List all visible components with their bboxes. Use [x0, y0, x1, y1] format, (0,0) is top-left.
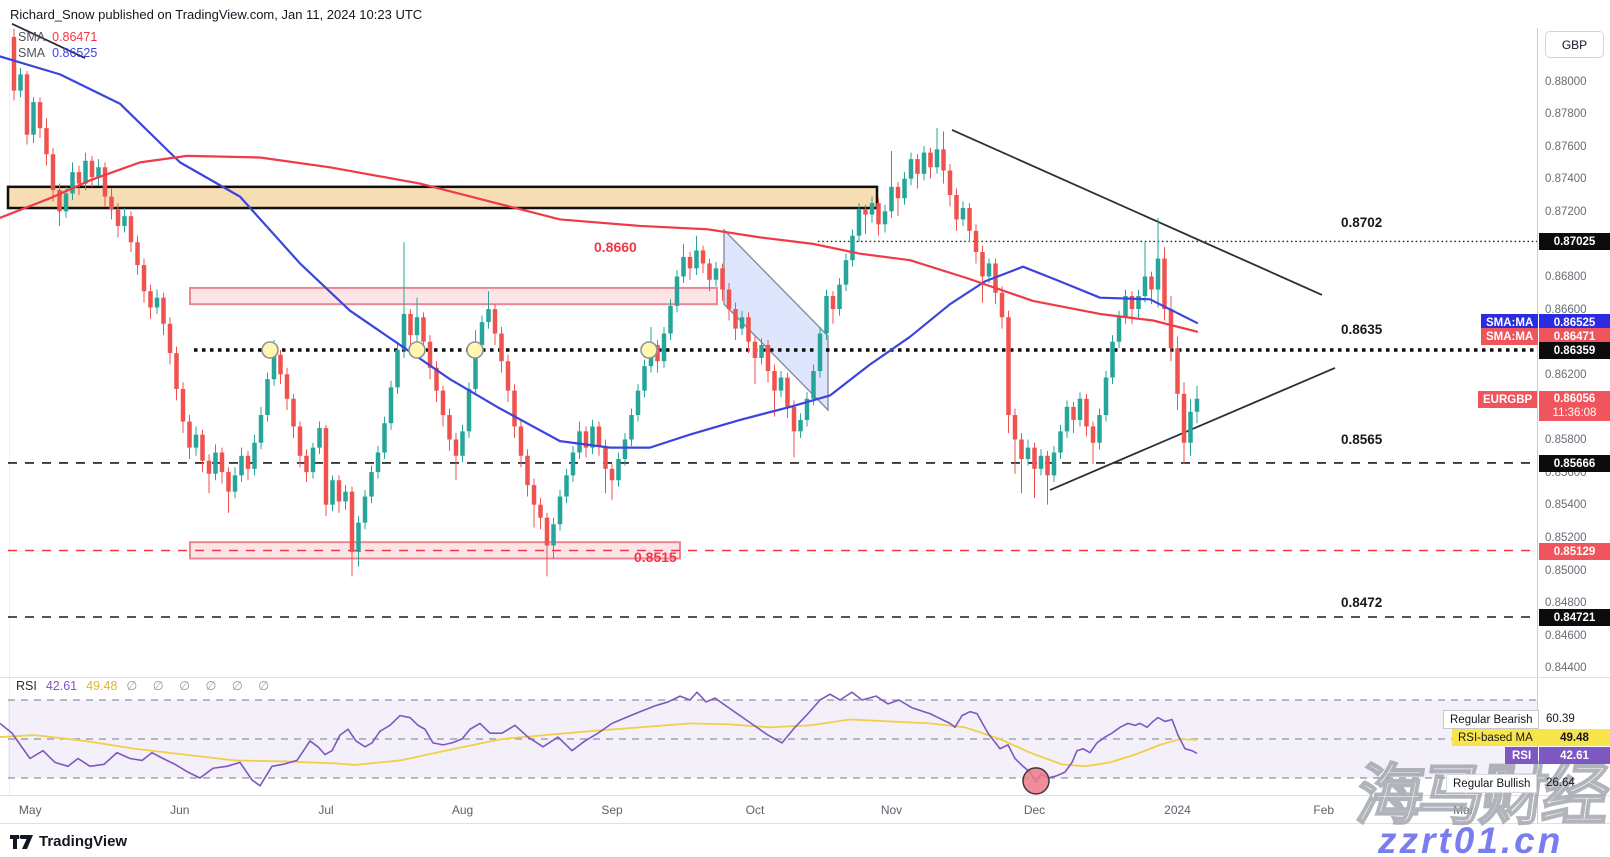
- price-axis-border[interactable]: [1537, 28, 1538, 823]
- pivot-circle-marker: [408, 341, 426, 359]
- level-badge-87025: 0.87025: [1539, 233, 1610, 250]
- rsi-line: [0, 691, 1198, 787]
- rsi-title: RSI: [16, 678, 37, 693]
- rsi-pane-separator[interactable]: [0, 677, 1610, 678]
- month-label-Jul[interactable]: Jul: [318, 803, 334, 817]
- price-tick: 0.85800: [1545, 434, 1587, 447]
- month-label-Sep[interactable]: Sep: [601, 803, 623, 817]
- rsi-empty-inputs: ∅ ∅ ∅ ∅ ∅ ∅: [126, 679, 276, 693]
- regular-bearish-label: Regular Bearish: [1443, 710, 1540, 729]
- price-tick: 0.88000: [1545, 75, 1587, 88]
- sma-fast-line: [0, 154, 1199, 333]
- regular-bearish-value: 60.39: [1546, 712, 1575, 725]
- level-label-8702: 0.8702: [1341, 215, 1383, 230]
- month-label-Mar[interactable]: Mar: [1453, 803, 1474, 817]
- rsi-ma-line: [0, 718, 1198, 768]
- level-badge-84721: 0.84721: [1539, 609, 1610, 626]
- pivot-circle-marker: [261, 341, 279, 359]
- sma-fast-value: 0.86471: [52, 30, 98, 44]
- sma-slow-line: [0, 55, 1199, 449]
- last-price: 0.86056: [1553, 393, 1596, 405]
- price-tick: 0.86600: [1545, 303, 1587, 316]
- time-axis-separator: [0, 795, 1610, 796]
- price-tick: 0.87400: [1545, 173, 1587, 186]
- rsi-ma-value: 49.48: [86, 678, 118, 693]
- price-tick: 0.85200: [1545, 531, 1587, 544]
- supply-demand-zone-1: [189, 286, 718, 306]
- sma-fast-label: SMA: [18, 30, 46, 44]
- sma-fast-axis-value: 0.86471: [1539, 328, 1610, 345]
- level-badge-85666: 0.85666: [1539, 455, 1610, 472]
- tradingview-logo-text: TradingView: [39, 833, 128, 850]
- bar-countdown: 11:36:08: [1552, 407, 1597, 419]
- bullish-divergence-circle: [1022, 767, 1050, 795]
- rsi-ma-axis-label: RSI-based MA: [1452, 729, 1539, 746]
- level-label-8565: 0.8565: [1341, 432, 1383, 447]
- symbol-axis-label: EURGBP: [1478, 391, 1538, 408]
- sma-slow-axis-value: 0.86525: [1539, 314, 1610, 331]
- level-label-8635: 0.8635: [1341, 322, 1383, 337]
- sma-slow-label: SMA: [18, 46, 46, 60]
- trendline-2: [11, 23, 86, 59]
- month-label-Oct[interactable]: Oct: [745, 803, 765, 817]
- sma-slow-axis-label: SMA:MA: [1481, 314, 1539, 331]
- price-tick: 0.87600: [1545, 140, 1587, 153]
- regular-bullish-value: 26.64: [1546, 776, 1575, 789]
- month-label-Nov[interactable]: Nov: [880, 803, 903, 817]
- currency-gbp-button[interactable]: GBP: [1545, 31, 1604, 58]
- zone-label-8515: 0.8515: [634, 549, 677, 565]
- level-badge-85129: 0.85129: [1539, 543, 1610, 560]
- price-tick: 0.84400: [1545, 662, 1587, 675]
- price-tick: 0.85000: [1545, 564, 1587, 577]
- month-label-Feb[interactable]: Feb: [1313, 803, 1335, 817]
- rsi-band: [8, 700, 1537, 778]
- site-watermark: zzrt01.cn: [1378, 820, 1564, 857]
- rsi-value: 42.61: [45, 678, 78, 693]
- price-tick: 0.85400: [1545, 499, 1587, 512]
- pivot-circle-marker: [466, 341, 484, 359]
- price-tick: 0.84800: [1545, 597, 1587, 610]
- month-label-Aug[interactable]: Aug: [451, 803, 474, 817]
- price-tick: 0.87800: [1545, 108, 1587, 121]
- month-label-Dec[interactable]: Dec: [1023, 803, 1046, 817]
- rsi-ma-axis-value: 49.48: [1539, 729, 1610, 746]
- price-tick: 0.86800: [1545, 271, 1587, 284]
- sma-legend-row-slow[interactable]: SMA 0.86525: [18, 46, 97, 60]
- regular-bullish-label: Regular Bullish: [1446, 774, 1538, 793]
- sma-slow-value: 0.86525: [52, 46, 98, 60]
- price-tick: 0.87200: [1545, 205, 1587, 218]
- supply-demand-zone-0: [6, 185, 879, 210]
- sma-legend-row-fast[interactable]: SMA 0.86471: [18, 30, 97, 44]
- pivot-circle-marker: [640, 341, 658, 359]
- month-label-Jun[interactable]: Jun: [170, 803, 190, 817]
- zone-label-8660: 0.8660: [594, 239, 637, 255]
- rsi-axis-value: 42.61: [1539, 747, 1610, 764]
- plot-left-border: [9, 28, 10, 795]
- price-tick: 0.86200: [1545, 368, 1587, 381]
- rsi-legend-row[interactable]: RSI 42.61 49.48 ∅ ∅ ∅ ∅ ∅ ∅: [16, 678, 276, 694]
- rsi-axis-label: RSI: [1505, 747, 1539, 764]
- publish-attribution-line: Richard_Snow published on TradingView.co…: [10, 7, 423, 22]
- sma-fast-axis-label: SMA:MA: [1481, 328, 1539, 345]
- trendline-0: [951, 129, 1323, 296]
- month-label-2024[interactable]: 2024: [1164, 803, 1191, 817]
- tradingview-logo-icon: [10, 834, 33, 849]
- price-tick: 0.84600: [1545, 629, 1587, 642]
- tradingview-footer[interactable]: TradingView: [10, 833, 127, 850]
- footer-separator: [0, 823, 1610, 824]
- level-label-8472: 0.8472: [1341, 595, 1383, 610]
- month-label-May[interactable]: May: [18, 803, 42, 817]
- level-badge-86359: 0.86359: [1539, 342, 1610, 359]
- last-price-badge: 0.86056 11:36:08: [1539, 391, 1610, 421]
